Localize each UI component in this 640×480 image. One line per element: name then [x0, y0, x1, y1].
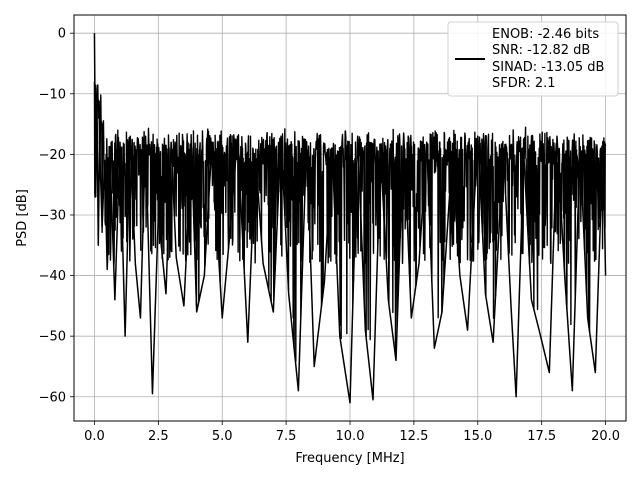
y-tick-label: 0: [58, 27, 66, 42]
x-tick-label: 10.0: [336, 429, 365, 444]
y-tick-label: −60: [39, 390, 66, 405]
y-tick-label: −50: [39, 330, 66, 345]
legend-enob: ENOB: -2.46 bits: [492, 27, 599, 42]
x-tick-label: 5.0: [212, 429, 233, 444]
legend-sinad: SINAD: -13.05 dB: [492, 60, 604, 75]
y-tick-label: −20: [39, 148, 66, 163]
x-axis-label: Frequency [MHz]: [295, 451, 404, 466]
legend: ENOB: -2.46 bits SNR: -12.82 dB SINAD: -…: [447, 21, 619, 97]
series-noise-band: [93, 82, 607, 362]
x-tick-label: 12.5: [399, 429, 428, 444]
series-noise-path: [93, 82, 607, 362]
x-axis-ticks: 0.0 2.5 5.0 7.5 10.0 12.5 15.0 17.5 20.0: [84, 421, 620, 444]
x-tick-label: 0.0: [84, 429, 105, 444]
y-tick-label: −30: [39, 208, 66, 223]
legend-sfdr: SFDR: 2.1: [492, 76, 556, 91]
series-line: [93, 33, 607, 404]
y-axis-ticks: 0 −10 −20 −30 −40 −50 −60: [39, 27, 74, 405]
y-tick-label: −10: [39, 87, 66, 102]
x-tick-label: 15.0: [463, 429, 492, 444]
y-axis-label: PSD [dB]: [15, 189, 30, 247]
legend-box: [447, 21, 619, 97]
x-tick-label: 20.0: [591, 429, 620, 444]
x-tick-label: 2.5: [148, 429, 169, 444]
y-tick-label: −40: [39, 269, 66, 284]
x-tick-label: 17.5: [527, 429, 556, 444]
x-tick-label: 7.5: [276, 429, 297, 444]
series-line-layer: [93, 33, 607, 404]
legend-snr: SNR: -12.82 dB: [492, 43, 590, 58]
